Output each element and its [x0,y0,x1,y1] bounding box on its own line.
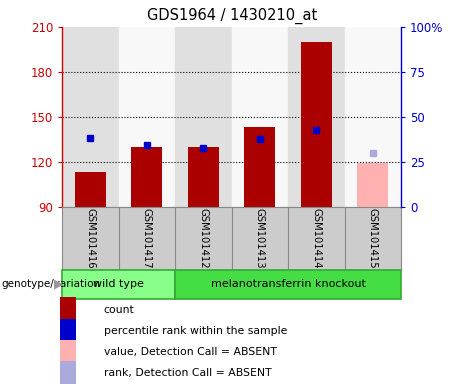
Text: GSM101416: GSM101416 [85,209,95,269]
Text: GSM101415: GSM101415 [368,209,378,269]
Bar [75,172,106,207]
Bar [175,27,231,207]
Bar [231,27,288,207]
Title: GDS1964 / 1430210_at: GDS1964 / 1430210_at [147,8,317,24]
Bar [244,127,275,207]
Bar [344,27,401,207]
Bar [175,270,401,299]
Bar [288,27,344,207]
Bar [131,147,162,207]
Bar [301,42,332,207]
Text: count: count [104,305,135,315]
Bar [357,163,388,207]
Bar [60,361,76,384]
Text: value, Detection Call = ABSENT: value, Detection Call = ABSENT [104,347,277,358]
Bar [60,339,76,365]
Bar [60,298,76,323]
Bar [188,147,219,207]
Text: rank, Detection Call = ABSENT: rank, Detection Call = ABSENT [104,368,272,379]
Text: genotype/variation: genotype/variation [1,279,100,289]
Text: GSM101414: GSM101414 [311,209,321,269]
Text: percentile rank within the sample: percentile rank within the sample [104,326,287,336]
Bar [118,27,175,207]
Bar [62,270,175,299]
Text: melanotransferrin knockout: melanotransferrin knockout [211,279,366,289]
Text: GSM101413: GSM101413 [255,209,265,269]
Text: GSM101412: GSM101412 [198,209,208,269]
Text: wild type: wild type [93,279,144,289]
Bar [62,27,118,207]
Bar [60,319,76,344]
Text: GSM101417: GSM101417 [142,209,152,269]
Text: ▶: ▶ [54,278,64,291]
